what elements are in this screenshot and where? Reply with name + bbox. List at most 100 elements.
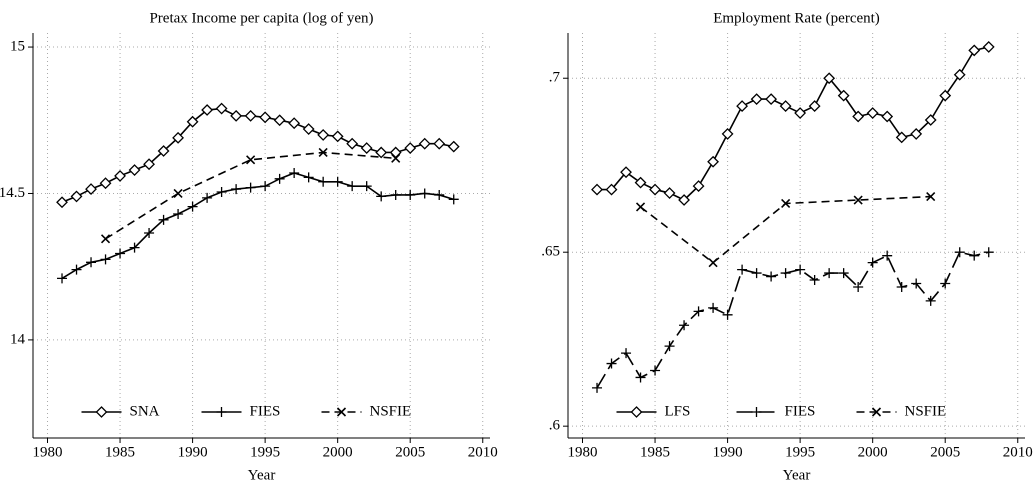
- marker-plus: [245, 182, 256, 193]
- x-tick-label: 1985: [105, 444, 135, 460]
- marker-diamond: [85, 183, 97, 196]
- marker-cross: [635, 202, 646, 212]
- marker-diamond: [630, 406, 643, 418]
- legend-label: LFS: [665, 403, 691, 419]
- marker-diamond: [346, 137, 359, 150]
- marker-cross: [100, 234, 111, 244]
- marker-diamond: [707, 155, 719, 168]
- marker-plus: [737, 264, 748, 275]
- marker-diamond: [736, 100, 749, 112]
- marker-cross: [246, 155, 256, 165]
- marker-plus: [419, 188, 430, 199]
- marker-plus: [100, 254, 111, 265]
- marker-plus: [664, 341, 675, 352]
- legend-label: FIES: [250, 403, 281, 419]
- marker-cross: [391, 153, 401, 163]
- y-tick-label: .65: [541, 244, 560, 260]
- marker-plus: [751, 268, 762, 279]
- marker-diamond: [447, 140, 460, 153]
- marker-diamond: [201, 104, 214, 116]
- marker-plus: [173, 208, 184, 219]
- marker-diamond: [852, 110, 865, 123]
- marker-diamond: [808, 100, 821, 112]
- x-tick-label: 2010: [1003, 444, 1033, 460]
- marker-diamond: [866, 107, 879, 119]
- marker-plus: [434, 189, 445, 200]
- marker-plus: [751, 407, 762, 417]
- marker-plus: [332, 176, 343, 187]
- x-axis-label: Year: [248, 467, 276, 483]
- marker-diamond: [910, 127, 923, 140]
- marker-plus: [780, 268, 791, 279]
- marker-cross: [926, 191, 936, 202]
- x-tick-label: 1995: [250, 444, 280, 460]
- marker-cross: [871, 407, 882, 417]
- marker-diamond: [953, 68, 966, 81]
- marker-plus: [722, 309, 733, 320]
- marker-plus: [838, 268, 849, 279]
- marker-cross: [336, 407, 347, 417]
- y-tick-label: .6: [549, 418, 561, 434]
- legend-label: NSFIE: [370, 403, 412, 419]
- marker-plus: [795, 264, 806, 275]
- x-tick-label: 1995: [785, 444, 815, 460]
- marker-diamond: [56, 196, 68, 209]
- marker-diamond: [924, 114, 937, 126]
- marker-plus: [303, 172, 314, 183]
- marker-plus: [809, 275, 820, 286]
- marker-plus: [129, 242, 140, 253]
- legend-label: NSFIE: [905, 403, 947, 419]
- marker-diamond: [750, 93, 763, 106]
- marker-plus: [867, 257, 878, 268]
- series-line: [597, 46, 989, 201]
- marker-cross: [708, 258, 718, 268]
- x-tick-label: 2000: [323, 444, 353, 460]
- marker-diamond: [172, 131, 184, 144]
- marker-diamond: [433, 137, 446, 150]
- marker-diamond: [186, 115, 199, 128]
- x-tick-label: 1985: [640, 444, 670, 460]
- marker-diamond: [157, 145, 170, 157]
- x-tick-label: 1980: [568, 444, 598, 460]
- y-tick-label: 14.5: [0, 185, 25, 201]
- legend-label: SNA: [130, 403, 160, 419]
- marker-diamond: [895, 131, 908, 144]
- marker-plus: [853, 281, 864, 292]
- marker-diamond: [765, 93, 778, 106]
- marker-cross: [173, 188, 183, 199]
- marker-plus: [202, 192, 213, 203]
- marker-diamond: [837, 89, 850, 102]
- marker-diamond: [259, 111, 272, 124]
- marker-diamond: [244, 109, 257, 122]
- marker-diamond: [591, 183, 603, 196]
- marker-diamond: [95, 406, 108, 418]
- marker-diamond: [99, 177, 112, 190]
- marker-plus: [405, 189, 416, 200]
- marker-diamond: [215, 102, 228, 115]
- marker-plus: [954, 247, 965, 258]
- marker-plus: [318, 176, 329, 187]
- marker-plus: [289, 167, 300, 178]
- marker-plus: [925, 295, 936, 306]
- marker-cross: [853, 195, 863, 205]
- x-tick-label: 1990: [178, 444, 208, 460]
- marker-plus: [187, 201, 198, 212]
- marker-diamond: [302, 123, 315, 135]
- marker-plus: [86, 257, 97, 268]
- marker-plus: [158, 214, 169, 225]
- marker-plus: [216, 407, 227, 417]
- marker-diamond: [404, 142, 417, 155]
- marker-diamond: [418, 137, 431, 150]
- y-tick-label: 15: [10, 38, 25, 54]
- series-line: [61, 107, 454, 204]
- marker-plus: [390, 189, 401, 200]
- marker-diamond: [678, 194, 690, 206]
- marker-diamond: [70, 190, 83, 203]
- marker-plus: [361, 181, 372, 192]
- marker-diamond: [794, 107, 807, 119]
- marker-plus: [606, 358, 617, 369]
- marker-diamond: [389, 146, 402, 159]
- marker-plus: [448, 194, 459, 205]
- marker-diamond: [620, 166, 632, 179]
- marker-diamond: [881, 110, 894, 123]
